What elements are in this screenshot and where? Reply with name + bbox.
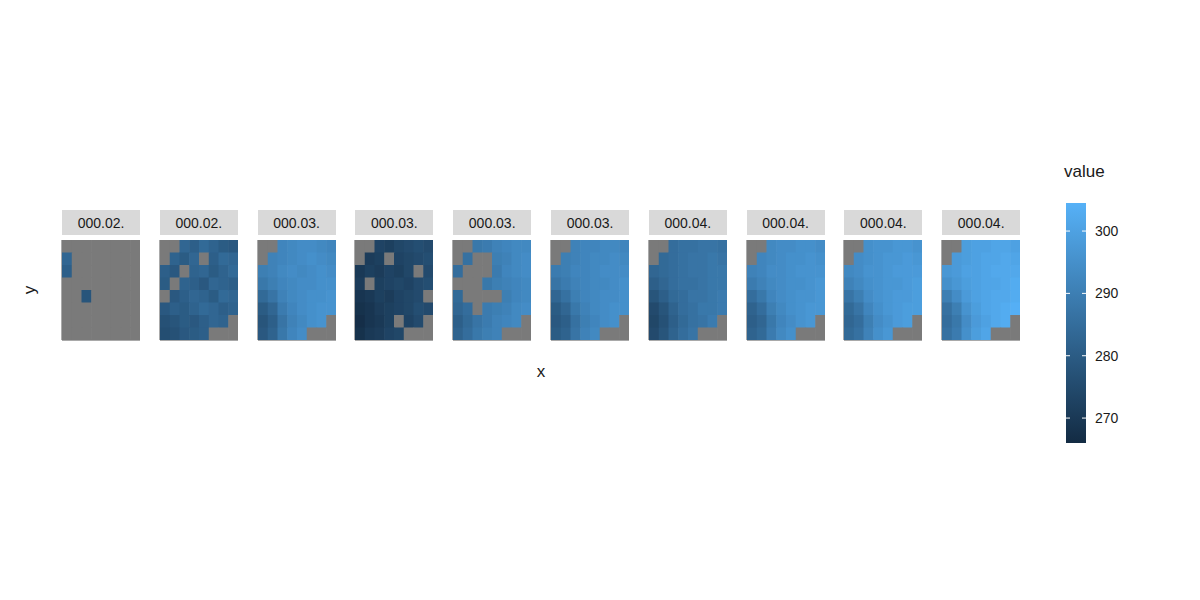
html-text:000.03.: 000.03. xyxy=(371,214,418,231)
html-text:000.02.: 000.02. xyxy=(77,214,125,231)
html-text:000.04.: 000.04. xyxy=(664,214,712,231)
svg-text:270: 270 xyxy=(1095,410,1119,426)
html-text:000.04.: 000.04. xyxy=(860,214,907,231)
html-text:x: x xyxy=(536,362,546,381)
html-text:000.04.: 000.04. xyxy=(957,214,1005,231)
svg-text:290: 290 xyxy=(1095,285,1119,301)
svg-text:300: 300 xyxy=(1095,223,1119,239)
html-text:000.03.: 000.03. xyxy=(273,214,320,231)
html-text:000.02.: 000.02. xyxy=(175,214,223,231)
svg-text:280: 280 xyxy=(1095,348,1119,364)
html-text:000.04.: 000.04. xyxy=(762,214,809,231)
html-text:000.03.: 000.03. xyxy=(468,214,516,231)
html-text:y: y xyxy=(20,285,39,295)
html-text:value: value xyxy=(1064,162,1105,181)
html-text:000.03.: 000.03. xyxy=(566,214,614,231)
